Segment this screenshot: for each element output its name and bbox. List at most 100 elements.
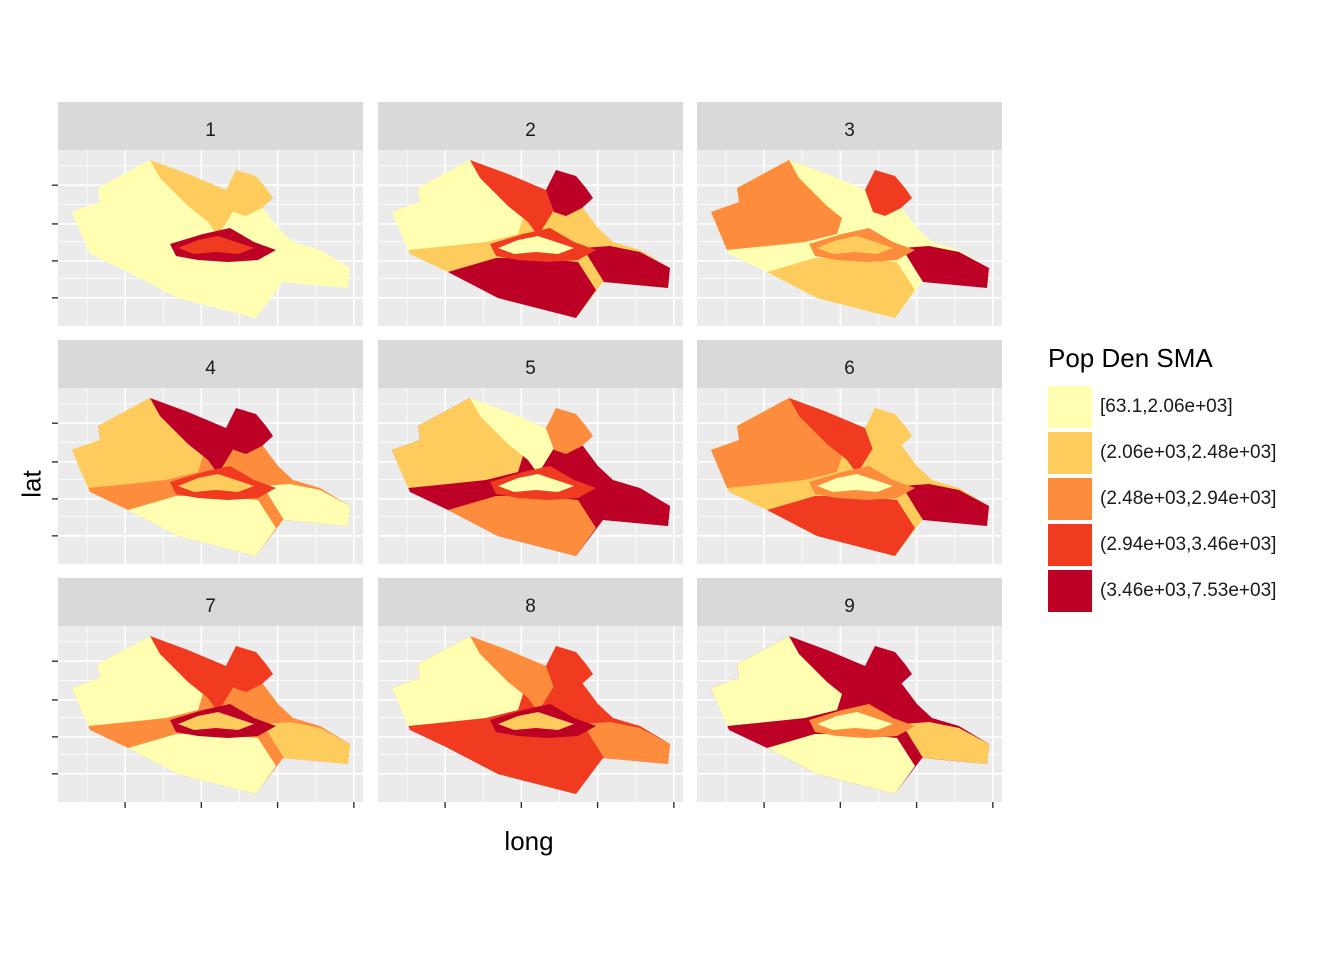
region-northeast <box>865 646 912 692</box>
legend-item: (3.46e+03,7.53e+03] <box>1048 568 1338 614</box>
facet-strip-label: 5 <box>525 358 536 379</box>
legend-key-swatch <box>1048 570 1092 612</box>
region-ring <box>178 474 254 492</box>
region-north <box>150 636 234 712</box>
region-northeast <box>226 408 273 454</box>
choropleth-regions <box>392 636 670 794</box>
legend-key-swatch <box>1048 432 1092 474</box>
choropleth-regions <box>72 636 350 794</box>
facet-strip <box>697 340 1002 388</box>
facet-panel-9: 9 <box>697 578 1002 808</box>
facet-strip <box>58 578 363 626</box>
region-ring <box>817 236 893 254</box>
legend-items: [63.1,2.06e+03] (2.06e+03,2.48e+03] (2.48e… <box>1048 384 1338 614</box>
region-north <box>150 398 234 474</box>
choropleth-regions <box>72 398 350 556</box>
region-ring <box>178 712 254 730</box>
region-east <box>263 246 350 288</box>
facet-strip-label: 7 <box>205 596 216 617</box>
facet-strip-label: 1 <box>205 120 216 141</box>
legend-item: [63.1,2.06e+03] <box>1048 384 1338 430</box>
legend: Pop Den SMA [63.1,2.06e+03] (2.06e+03,2.4… <box>1048 343 1338 614</box>
region-south <box>128 734 276 794</box>
choropleth-regions <box>711 636 989 794</box>
facet-panel-3: 3 <box>697 102 1002 326</box>
legend-label: (3.46e+03,7.53e+03] <box>1100 580 1277 601</box>
region-east <box>263 722 350 764</box>
region-north <box>789 398 873 474</box>
legend-key-swatch <box>1048 478 1092 520</box>
legend-label: [63.1,2.06e+03] <box>1100 396 1233 417</box>
legend-key-swatch <box>1048 386 1092 428</box>
region-south <box>448 258 596 318</box>
region-south <box>448 496 596 556</box>
facet-strip-label: 2 <box>525 120 536 141</box>
legend-item: (2.06e+03,2.48e+03] <box>1048 430 1338 476</box>
region-ring <box>817 474 893 492</box>
region-south <box>448 734 596 794</box>
region-ring <box>498 236 574 254</box>
facet-strip-label: 6 <box>844 358 855 379</box>
legend-title: Pop Den SMA <box>1048 343 1213 373</box>
facet-strip-label: 9 <box>844 596 855 617</box>
region-east <box>902 722 989 764</box>
region-northeast <box>546 408 593 454</box>
x-axis-title: long <box>504 826 554 856</box>
region-northeast <box>546 170 593 216</box>
facet-strip <box>378 340 683 388</box>
facet-panel-8: 8 <box>378 578 683 808</box>
facet-strip-label: 4 <box>205 358 216 379</box>
region-east <box>583 722 670 764</box>
facet-strip <box>697 102 1002 150</box>
choropleth-regions <box>72 160 350 318</box>
region-northeast <box>865 170 912 216</box>
facet-panel-7: 7 <box>52 578 363 808</box>
region-east <box>583 484 670 526</box>
region-east <box>583 246 670 288</box>
facet-panel-4: 4 <box>52 340 363 564</box>
region-ring <box>178 236 254 254</box>
region-ring <box>498 712 574 730</box>
region-south <box>128 258 276 318</box>
region-ring <box>498 474 574 492</box>
facet-strip-label: 3 <box>844 120 855 141</box>
facet-panel-6: 6 <box>697 340 1002 564</box>
facet-strip <box>58 102 363 150</box>
region-north <box>470 160 554 236</box>
region-northeast <box>226 646 273 692</box>
facet-strip-label: 8 <box>525 596 536 617</box>
legend-label: (2.48e+03,2.94e+03] <box>1100 488 1277 509</box>
region-north <box>150 160 234 236</box>
region-east <box>902 484 989 526</box>
y-axis-title: lat <box>16 470 47 498</box>
region-south <box>767 258 915 318</box>
facet-strip <box>697 578 1002 626</box>
legend-label: (2.94e+03,3.46e+03] <box>1100 534 1277 555</box>
facet-strip <box>378 578 683 626</box>
region-ring <box>817 712 893 730</box>
choropleth-regions <box>392 160 670 318</box>
region-north <box>789 160 873 236</box>
facet-strip <box>378 102 683 150</box>
facet-panel-5: 5 <box>378 340 683 564</box>
choropleth-regions <box>711 398 989 556</box>
facet-panel-1: 1 <box>52 102 363 326</box>
choropleth-regions <box>711 160 989 318</box>
legend-item: (2.48e+03,2.94e+03] <box>1048 476 1338 522</box>
region-south <box>128 496 276 556</box>
legend-key-swatch <box>1048 524 1092 566</box>
facet-panel-2: 2 <box>378 102 683 326</box>
region-northeast <box>226 170 273 216</box>
choropleth-regions <box>392 398 670 556</box>
legend-label: (2.06e+03,2.48e+03] <box>1100 442 1277 463</box>
region-east <box>263 484 350 526</box>
region-south <box>767 496 915 556</box>
facet-grid: 1 2 3 4 5 6 7 8 9 <box>52 102 1002 808</box>
facet-strip <box>58 340 363 388</box>
legend-item: (2.94e+03,3.46e+03] <box>1048 522 1338 568</box>
region-northeast <box>546 646 593 692</box>
region-east <box>902 246 989 288</box>
region-north <box>470 636 554 712</box>
region-north <box>470 398 554 474</box>
